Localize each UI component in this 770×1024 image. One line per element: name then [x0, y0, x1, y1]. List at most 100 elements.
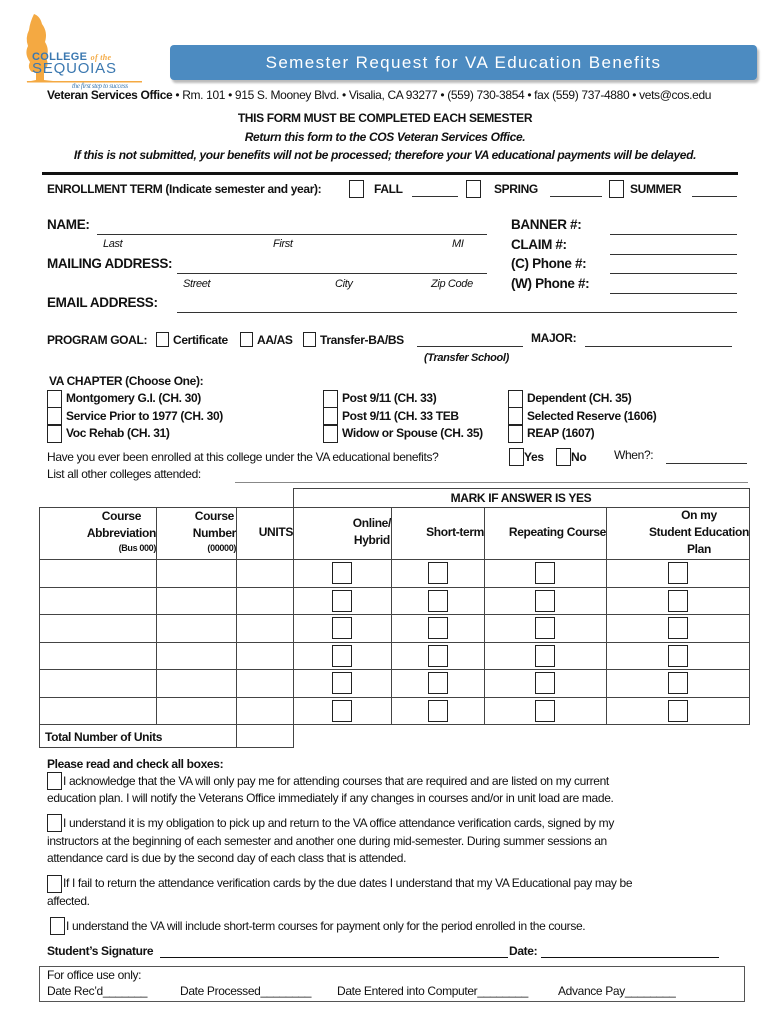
course-input-cell[interactable] — [236, 587, 294, 615]
when-label: When?: — [614, 448, 654, 462]
course-checkbox[interactable] — [667, 645, 688, 667]
logo-text: of the — [90, 53, 112, 62]
major-field[interactable] — [585, 346, 732, 347]
course-input-cell[interactable] — [156, 587, 237, 615]
course-checkbox[interactable] — [535, 700, 555, 722]
fall-checkbox[interactable] — [349, 180, 364, 198]
mailing-field[interactable] — [177, 273, 487, 274]
course-input-cell[interactable] — [39, 642, 157, 670]
other-colleges-field[interactable] — [235, 482, 748, 483]
chapter-checkbox[interactable] — [323, 390, 338, 408]
course-input-cell[interactable] — [39, 587, 157, 615]
course-checkbox[interactable] — [535, 562, 555, 584]
course-input-cell[interactable] — [236, 669, 294, 698]
course-input-cell[interactable] — [39, 614, 157, 643]
course-input-cell[interactable] — [156, 559, 237, 588]
ack-text: I understand it is my obligation to pick… — [63, 816, 614, 830]
spring-year-field[interactable] — [550, 196, 602, 197]
date-field[interactable] — [541, 957, 719, 958]
when-field[interactable] — [666, 463, 747, 464]
ack-checkbox-2[interactable] — [47, 814, 62, 832]
claim-field[interactable] — [610, 254, 737, 255]
course-checkbox[interactable] — [535, 645, 555, 667]
chapter-checkbox[interactable] — [47, 407, 62, 425]
logo-text: SEQUOIAS — [32, 60, 117, 77]
cell-phone-field[interactable] — [610, 273, 737, 274]
chapter-checkbox[interactable] — [508, 407, 523, 425]
chapter-checkbox[interactable] — [323, 407, 338, 425]
fall-year-field[interactable] — [412, 196, 458, 197]
cell-phone-label: (C) Phone #: — [511, 256, 587, 271]
course-checkbox[interactable] — [667, 700, 688, 722]
course-input-cell[interactable] — [236, 614, 294, 643]
aa-as-label: AA/AS — [257, 333, 293, 347]
course-input-cell[interactable] — [236, 642, 294, 670]
course-checkbox[interactable] — [427, 617, 448, 639]
course-checkbox[interactable] — [667, 672, 688, 694]
course-checkbox[interactable] — [427, 672, 448, 694]
course-input-cell[interactable] — [156, 697, 237, 725]
transfer-label: Transfer-BA/BS — [320, 333, 404, 347]
course-checkbox[interactable] — [535, 617, 555, 639]
name-field[interactable] — [97, 234, 487, 235]
program-goal-label: PROGRAM GOAL: — [47, 333, 148, 347]
ack-checkbox-1[interactable] — [47, 772, 62, 790]
summer-year-field[interactable] — [692, 196, 737, 197]
course-checkbox[interactable] — [332, 672, 352, 694]
mailing-sub-zip: Zip Code — [431, 278, 473, 290]
aa-as-checkbox[interactable] — [240, 332, 253, 347]
course-checkbox[interactable] — [667, 617, 688, 639]
email-field[interactable] — [177, 312, 737, 313]
certificate-checkbox[interactable] — [156, 332, 169, 347]
course-checkbox[interactable] — [332, 645, 352, 667]
course-checkbox[interactable] — [535, 672, 555, 694]
course-input-cell[interactable] — [156, 669, 237, 698]
chapter-checkbox[interactable] — [47, 390, 62, 408]
chapter-checkbox[interactable] — [508, 425, 523, 443]
course-checkbox[interactable] — [535, 590, 555, 612]
chapter-checkbox[interactable] — [47, 425, 62, 443]
claim-label: CLAIM #: — [511, 237, 567, 252]
yes-checkbox[interactable] — [509, 448, 524, 466]
chapter-checkbox[interactable] — [508, 390, 523, 408]
course-input-cell[interactable] — [156, 642, 237, 670]
course-input-cell[interactable] — [236, 559, 294, 588]
mailing-sub-city: City — [335, 278, 353, 290]
course-checkbox[interactable] — [667, 562, 688, 584]
date-label: Date: — [509, 944, 538, 958]
column-title: Online/ Hybrid — [352, 516, 392, 547]
signature-field[interactable] — [160, 957, 508, 958]
notice-warning: If this is not submitted, your benefits … — [73, 148, 697, 162]
total-units-field[interactable] — [236, 724, 294, 748]
no-checkbox[interactable] — [556, 448, 571, 466]
course-input-cell[interactable] — [39, 559, 157, 588]
course-input-cell[interactable] — [236, 697, 294, 725]
spring-checkbox[interactable] — [466, 180, 481, 198]
ack-checkbox-3[interactable] — [47, 875, 62, 893]
course-checkbox[interactable] — [427, 562, 448, 584]
summer-checkbox[interactable] — [609, 180, 624, 198]
chapter-checkbox[interactable] — [323, 425, 338, 443]
course-checkbox[interactable] — [427, 590, 448, 612]
ack-text: attendance card is due by the second day… — [47, 851, 407, 865]
course-input-cell[interactable] — [39, 669, 157, 698]
course-checkbox[interactable] — [332, 617, 352, 639]
ack-checkbox-4[interactable] — [50, 917, 65, 935]
course-checkbox[interactable] — [427, 645, 448, 667]
course-checkbox[interactable] — [667, 590, 688, 612]
course-checkbox[interactable] — [332, 700, 352, 722]
banner-field[interactable] — [610, 234, 737, 235]
name-sub-mi: MI — [452, 238, 464, 250]
course-input-cell[interactable] — [39, 697, 157, 725]
transfer-school-field[interactable] — [417, 346, 523, 347]
office-field: Date Entered into Computer________ — [337, 984, 528, 998]
course-check-cell — [606, 697, 750, 725]
course-checkbox[interactable] — [332, 562, 352, 584]
work-phone-field[interactable] — [610, 293, 737, 294]
office-info: Veteran Services Office • Rm. 101 • 915 … — [47, 88, 711, 102]
notice-heading: THIS FORM MUST BE COMPLETED EACH SEMESTE… — [237, 111, 533, 125]
course-checkbox[interactable] — [332, 590, 352, 612]
course-input-cell[interactable] — [156, 614, 237, 643]
course-checkbox[interactable] — [427, 700, 448, 722]
transfer-checkbox[interactable] — [303, 332, 316, 347]
